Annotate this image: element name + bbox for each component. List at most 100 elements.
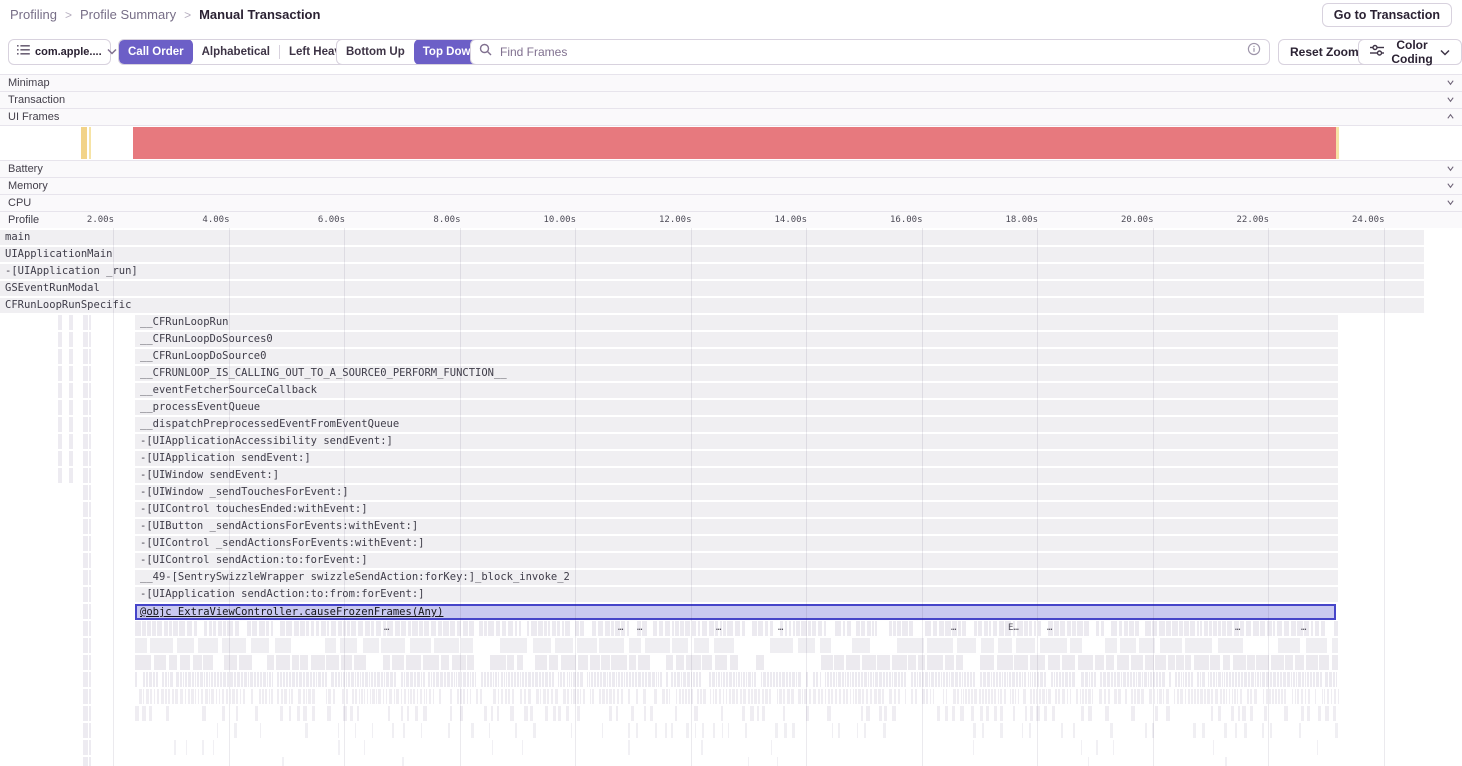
flame-frame-tiny[interactable] [924, 672, 928, 687]
flame-frame-tiny[interactable] [238, 655, 252, 670]
flame-frame-tiny[interactable] [675, 621, 679, 636]
flame-frame-tiny[interactable] [1224, 723, 1227, 738]
flame-frame-tiny[interactable] [1021, 672, 1023, 687]
flame-frame-tiny[interactable] [270, 689, 273, 704]
flame-frame-tiny[interactable] [284, 689, 288, 704]
flame-frame[interactable]: UIApplicationMain [0, 247, 1424, 262]
flame-frame-tiny[interactable] [197, 672, 200, 687]
flame-frame-tiny[interactable] [1217, 638, 1243, 653]
flame-frame-tiny[interactable] [1266, 621, 1272, 636]
flame-frame-tiny[interactable] [423, 706, 427, 721]
flame-frame-tiny[interactable] [1227, 621, 1232, 636]
flame-frame-tiny[interactable] [325, 655, 339, 670]
flame-frame-tiny[interactable] [363, 740, 366, 755]
flame-frame-tiny[interactable] [997, 655, 1013, 670]
flame-frame-tiny[interactable] [202, 706, 206, 721]
flame-frame-tiny[interactable] [1081, 672, 1085, 687]
flame-frame-tiny[interactable] [573, 672, 576, 687]
flame-frame-tiny[interactable] [715, 621, 719, 636]
flame-frame[interactable]: __dispatchPreprocessedEventFromEventQueu… [135, 417, 1338, 432]
flame-frame-tiny[interactable] [466, 672, 470, 687]
flame-frame-tiny[interactable] [831, 723, 834, 738]
flame-frame-tiny[interactable] [1222, 621, 1226, 636]
flame-frame-tiny[interactable] [965, 689, 967, 704]
flame-frame-narrow[interactable] [83, 349, 88, 364]
flame-frame-tiny[interactable] [926, 689, 929, 704]
flame-frame-tiny[interactable] [726, 689, 728, 704]
flame-frame-tiny[interactable] [1294, 655, 1305, 670]
flame-frame-tiny[interactable] [1144, 672, 1147, 687]
flame-frame-tiny[interactable] [849, 672, 851, 687]
flame-frame-tiny[interactable] [727, 723, 729, 738]
flame-frame-tiny[interactable] [1254, 672, 1257, 687]
flame-frame-tiny[interactable] [570, 723, 573, 738]
flame-frame-tiny[interactable] [432, 689, 434, 704]
flame-frame-tiny[interactable] [288, 689, 291, 704]
flame-frame-tiny[interactable] [1176, 655, 1184, 670]
flame-frame-tiny[interactable] [1298, 672, 1301, 687]
flame-frame-narrow[interactable] [58, 400, 62, 415]
flame-frame-tiny[interactable] [157, 689, 160, 704]
flame-frame-tiny[interactable] [1199, 672, 1201, 687]
flame-frame-tiny[interactable] [831, 689, 834, 704]
flame-frame-tiny[interactable] [1239, 621, 1245, 636]
flame-frame-tiny[interactable] [852, 689, 854, 704]
flame-frame-tiny[interactable] [805, 672, 809, 687]
flame-frame-tiny[interactable] [1223, 672, 1226, 687]
flame-frame-tiny[interactable] [628, 655, 637, 670]
flame-frame-tiny[interactable] [208, 689, 211, 704]
flame-frame-tiny[interactable] [360, 689, 363, 704]
flame-frame-tiny[interactable] [979, 672, 982, 687]
flame-frame-tiny[interactable] [824, 689, 827, 704]
flame-frame-tiny[interactable] [693, 638, 710, 653]
section-cpu[interactable]: CPU [0, 195, 1462, 212]
flame-frame-tiny[interactable] [496, 706, 499, 721]
flame-frame-narrow[interactable] [89, 655, 91, 670]
flame-frame-tiny[interactable] [838, 689, 842, 704]
flame-frame-tiny[interactable] [235, 689, 239, 704]
flame-frame-tiny[interactable] [988, 689, 991, 704]
flame-frame-tiny[interactable] [766, 672, 769, 687]
flame-frame-tiny[interactable] [1038, 621, 1041, 636]
flame-frame-tiny[interactable] [1183, 672, 1185, 687]
flame-frame-tiny[interactable] [1167, 655, 1175, 670]
flame-frame-tiny[interactable] [1168, 672, 1171, 687]
flame-frame-tiny[interactable] [470, 672, 472, 687]
flame-frame-tiny[interactable] [1012, 621, 1015, 636]
flame-frame-tiny[interactable] [1088, 672, 1090, 687]
flame-frame-tiny[interactable] [389, 672, 393, 687]
flame-frame-tiny[interactable] [302, 672, 306, 687]
flame-frame-tiny[interactable] [1190, 621, 1195, 636]
flame-frame-tiny[interactable] [736, 672, 738, 687]
flame-frame-tiny[interactable] [1136, 672, 1138, 687]
flame-frame-tiny[interactable] [955, 655, 963, 670]
flame-frame-tiny[interactable] [242, 689, 246, 704]
flame-frame-tiny[interactable] [268, 672, 271, 687]
flame-frame-tiny[interactable] [309, 672, 313, 687]
flame-frame-tiny[interactable] [812, 672, 816, 687]
flame-frame-tiny[interactable] [490, 706, 493, 721]
flame-frame-tiny[interactable] [160, 689, 164, 704]
flame-frame-tiny[interactable] [755, 655, 764, 670]
flame-frame-tiny[interactable] [758, 689, 761, 704]
flame-frame-tiny[interactable] [385, 689, 388, 704]
flame-frame-tiny[interactable] [1239, 689, 1243, 704]
flame-frame-tiny[interactable] [598, 621, 604, 636]
flame-frame-tiny[interactable] [1030, 689, 1032, 704]
flame-frame-tiny[interactable] [955, 672, 958, 687]
flame-frame-narrow[interactable] [83, 655, 88, 670]
flame-frame-tiny[interactable] [760, 672, 762, 687]
flame-frame-tiny[interactable] [608, 689, 612, 704]
flame-frame-tiny[interactable] [1180, 689, 1183, 704]
chevron-down-icon[interactable] [1446, 181, 1455, 193]
flame-frame-tiny[interactable] [1332, 638, 1338, 653]
flame-frame-tiny[interactable] [784, 723, 787, 738]
flame-frame-tiny[interactable] [1107, 689, 1110, 704]
flame-frame-tiny[interactable] [1250, 689, 1253, 704]
flame-frame-tiny[interactable] [1058, 689, 1061, 704]
flame-frame-tiny[interactable] [529, 706, 534, 721]
flame-frame-tiny[interactable] [1038, 689, 1041, 704]
flame-frame-tiny[interactable] [698, 672, 701, 687]
flame-frame-narrow[interactable] [69, 366, 73, 381]
flame-frame-tiny[interactable] [835, 672, 838, 687]
